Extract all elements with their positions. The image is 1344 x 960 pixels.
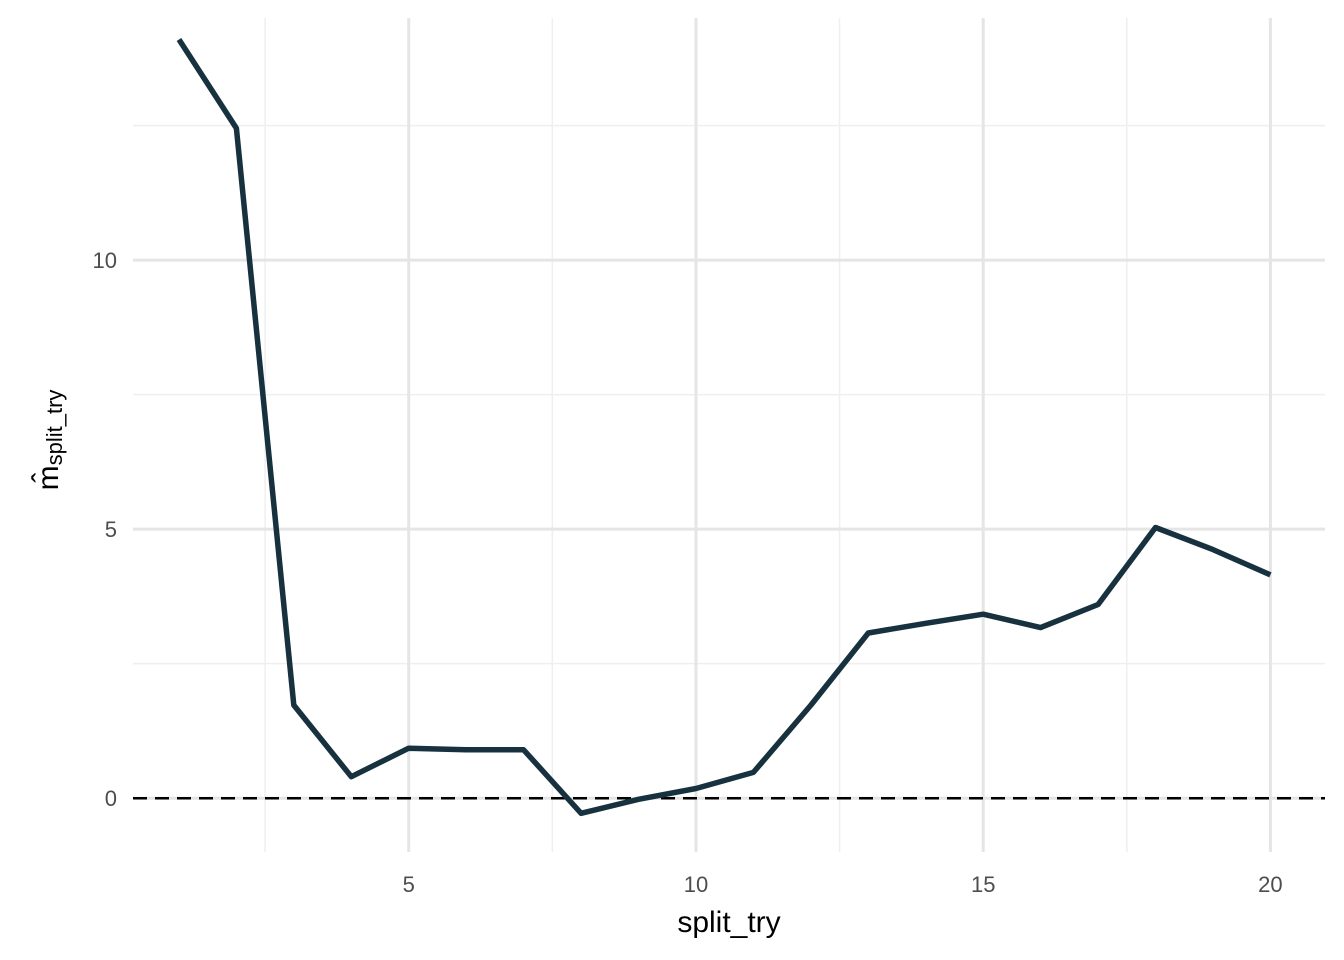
y-axis-title: m̂split_try [32, 390, 67, 491]
svg-text:m̂split_try: m̂split_try [32, 390, 67, 491]
tick-labels: 5 10 15 20 0 5 10 [93, 248, 1283, 897]
y-axis-title-sub: split_try [42, 390, 67, 466]
x-tick-label-0: 5 [403, 872, 415, 897]
y-tick-label-1: 5 [105, 517, 117, 542]
y-axis-title-main: m̂ [32, 465, 65, 490]
x-tick-label-2: 15 [971, 872, 995, 897]
x-axis-title: split_try [677, 906, 780, 939]
series-line [176, 38, 1272, 817]
y-tick-label-2: 10 [93, 248, 117, 273]
x-tick-label-3: 20 [1258, 872, 1282, 897]
series-group [176, 38, 1272, 817]
x-tick-label-1: 10 [684, 872, 708, 897]
y-tick-label-0: 0 [105, 786, 117, 811]
